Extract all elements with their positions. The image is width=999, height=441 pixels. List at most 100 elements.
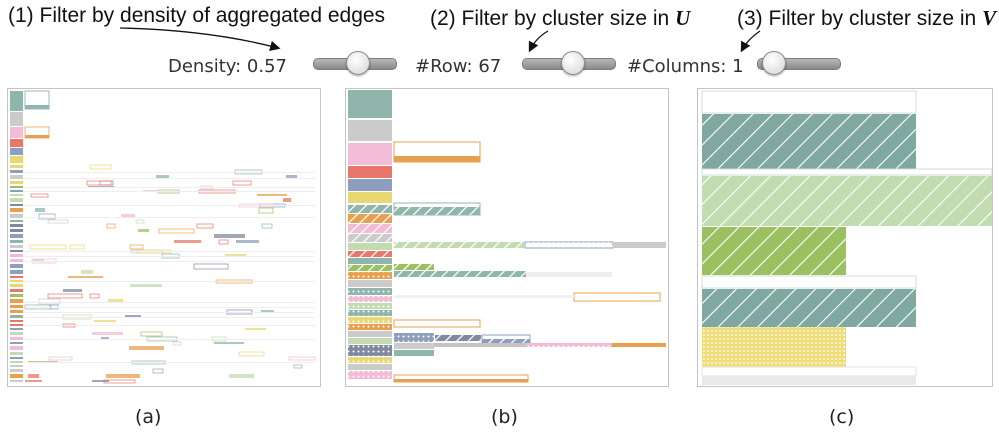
block-light-divider: [701, 168, 992, 176]
edge-cell: [25, 217, 315, 218]
cluster-cell: [10, 208, 23, 212]
cluster-cell: [10, 374, 23, 378]
edge-cell: [69, 244, 85, 250]
matrix-panel-c: [697, 88, 993, 387]
cluster-cell: [10, 357, 23, 359]
edge-cell: [108, 299, 123, 303]
cluster-cell: [10, 310, 23, 313]
block-gray-bottom: [702, 376, 916, 385]
edge-cell: [258, 207, 274, 214]
cluster-cell: [10, 332, 23, 335]
cluster-cell: [10, 342, 23, 344]
edge-cell: [196, 223, 214, 229]
cluster-cell: [10, 214, 23, 218]
edge-cell: [172, 341, 182, 346]
edge-cell: [214, 234, 245, 238]
cluster-cell: [10, 305, 23, 308]
cluster-cell: [10, 190, 23, 192]
cluster-cell: [10, 280, 23, 282]
cluster-cell: [10, 194, 23, 196]
cluster-cell: [10, 254, 23, 257]
edge-cell: [25, 325, 315, 326]
cluster-cell: [10, 337, 23, 340]
edge-cell: [92, 380, 109, 382]
cluster-cell: [10, 234, 23, 238]
edge-cell: [94, 320, 116, 322]
edge-cell: [47, 219, 69, 224]
cluster-cell: [10, 245, 23, 248]
cluster-cell: [10, 165, 23, 168]
edge-cell: [140, 331, 163, 337]
row-slider[interactable]: [522, 51, 616, 75]
edge-cell: [25, 191, 315, 192]
edge-cell: [30, 193, 49, 198]
cluster-cell: [10, 294, 23, 297]
cluster-cell: [10, 264, 23, 268]
density-slider[interactable]: [313, 51, 397, 75]
cluster-cell: [10, 361, 23, 363]
cluster-gray: [348, 120, 392, 141]
caption-c: (c): [829, 406, 855, 428]
edge-cell: [101, 337, 109, 340]
edge-cell: [158, 228, 195, 234]
edge-cell: [218, 239, 229, 245]
matrix-b: [348, 90, 666, 383]
edge-cell: [25, 380, 42, 382]
cluster-cell: [10, 91, 23, 111]
cluster-pink: [348, 143, 392, 165]
cluster-cell: [10, 315, 23, 318]
cluster-salmon: [348, 166, 392, 178]
edge-cell: [38, 298, 61, 305]
cluster-cell: [10, 127, 23, 138]
caption-a: (a): [135, 406, 162, 428]
edge-cell: [25, 135, 49, 138]
matrix-a: [10, 90, 316, 384]
edge-cell: [288, 356, 316, 361]
cluster-cell: [10, 204, 23, 206]
edge-cell: [138, 229, 149, 232]
edge-cell: [245, 328, 266, 330]
column-slider[interactable]: [757, 51, 841, 75]
cluster-cell: [10, 156, 23, 163]
matrix-panel-b: [345, 88, 669, 387]
edge-cell: [89, 293, 100, 299]
cluster-cell: [10, 328, 23, 330]
cluster-cell: [10, 240, 23, 243]
edge-cell: [25, 362, 315, 363]
edge-cell: [89, 164, 112, 170]
edge-cell: [25, 317, 315, 318]
edge-cell: [25, 105, 49, 109]
edge-cell: [236, 240, 259, 243]
cluster-cell: [10, 112, 23, 126]
matrix-c: [701, 90, 992, 385]
cluster-cell: [10, 380, 23, 382]
edge-cell: [47, 293, 83, 299]
edge-cell: [193, 263, 229, 270]
row-label: #Row: 67: [415, 56, 502, 77]
edge-cell: [25, 261, 315, 262]
cluster-cell: [10, 270, 23, 274]
edge-cell: [135, 219, 145, 224]
edge-cell: [261, 223, 273, 229]
cluster-cell: [10, 365, 23, 367]
edge-cell: [286, 175, 297, 179]
edge-cell: [156, 175, 169, 179]
cluster-cell: [10, 186, 23, 188]
edge-cell: [121, 214, 135, 218]
block-yellow-dots: [702, 327, 846, 367]
annotation-density-filter: (1) Filter by density of aggregated edge…: [8, 4, 386, 27]
edge-cell: [238, 351, 265, 357]
column-slider-knob[interactable]: [762, 51, 786, 75]
edge-cell: [25, 281, 315, 282]
annotation-row-filter-text: (2) Filter by cluster size in: [430, 7, 676, 30]
edge-cell: [38, 213, 56, 220]
edge-cell: [25, 172, 315, 173]
edge-cell: [25, 178, 315, 179]
row-slider-knob[interactable]: [561, 51, 585, 75]
density-slider-knob[interactable]: [346, 51, 370, 75]
small-clusters-b: [348, 205, 392, 379]
block-empty-mid: [701, 275, 917, 289]
cluster-cell: [10, 346, 23, 350]
annotation-column-filter: (3) Filter by cluster size in V: [737, 6, 996, 31]
cluster-yellow: [348, 192, 392, 203]
